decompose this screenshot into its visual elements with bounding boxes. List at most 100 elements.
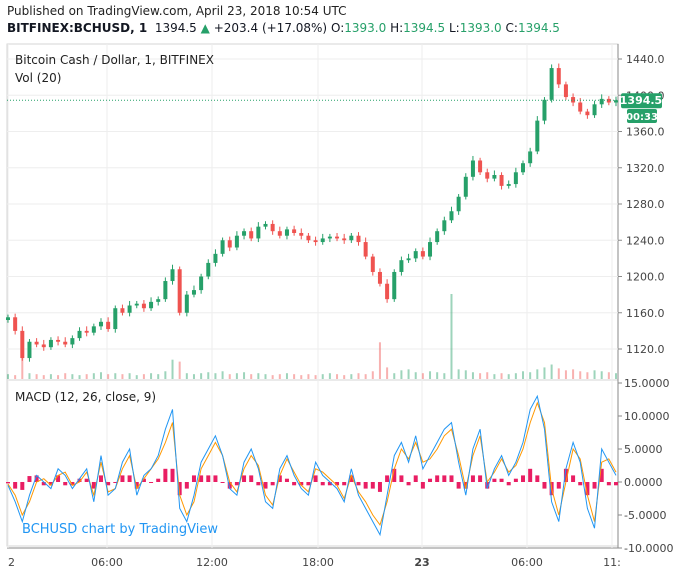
volume-bar-5 [42,375,45,379]
volume-bar-7 [57,375,60,379]
candle-body-35 [256,226,261,239]
candle-body-80 [578,102,583,112]
histogram-bar-33 [242,475,247,482]
histogram-bar-59 [428,478,433,482]
histogram-bar-55 [399,475,404,482]
volume-bar-44 [321,374,324,379]
candle-body-55 [399,260,404,272]
histogram-bar-31 [227,482,232,489]
histogram-bar-80 [578,482,583,486]
candle-body-63 [456,196,461,212]
volume-bar-54 [393,373,396,379]
histogram-bar-30 [220,482,225,483]
candle-body-12 [91,326,96,333]
volume-bar-14 [107,374,110,379]
symbol-name[interactable]: BITFINEX:BCHUSD, 1 [7,21,148,35]
candle-body-10 [77,330,82,339]
candle-body-83 [599,98,604,105]
time-tick-4: 23 [414,556,429,569]
volume-bar-0 [7,374,9,379]
volume-bar-6 [49,374,52,379]
volume-bar-13 [99,372,102,379]
candle-body-1 [13,317,18,331]
volume-bar-24 [178,361,181,379]
histogram-bar-73 [528,468,533,482]
histogram-bar-12 [91,482,96,489]
histogram-bar-72 [521,475,526,482]
volume-bar-83 [600,371,603,379]
macd-tick-3: 5.0000 [624,443,663,456]
histogram-bar-29 [213,475,218,482]
candle-body-24 [177,269,182,313]
candle-body-78 [563,84,568,98]
volume-bar-50 [364,374,367,379]
histogram-bar-69 [499,478,504,482]
macd-line [7,394,617,537]
volume-bar-31 [228,374,231,379]
histogram-bar-53 [385,475,390,482]
volume-bar-53 [386,367,389,379]
candle-body-40 [292,229,297,233]
histogram-bar-61 [442,475,447,482]
price-tick-4: 1280.0 [626,198,665,211]
histogram-bar-66 [478,475,483,482]
volume-bar-30 [221,371,224,379]
volume-bar-46 [336,374,339,379]
candle-body-2 [20,330,25,359]
histogram-bar-0 [6,482,10,484]
histogram-bar-58 [420,482,425,489]
volume-bar-28 [207,372,210,379]
histogram-bar-19 [141,478,146,482]
volume-bar-11 [85,374,88,379]
histogram-bar-56 [406,482,411,486]
volume-bar-39 [285,373,288,379]
macd-tick-4: 10.0000 [624,410,670,423]
candle-body-11 [84,330,89,333]
volume-bar-59 [429,371,432,379]
histogram-bar-32 [234,482,239,486]
histogram-bar-26 [191,475,196,482]
histogram-bar-63 [456,482,461,489]
volume-bar-18 [135,375,138,379]
volume-bar-65 [471,372,474,379]
volume-bar-47 [343,375,346,379]
last-price: 1394.5 [154,21,197,35]
histogram-bar-23 [170,468,175,482]
candle-body-31 [227,240,232,248]
histogram-bar-2 [20,482,25,490]
price-tick-8: 1440.0 [626,53,665,66]
histogram-bar-20 [149,482,154,483]
price-tick-1: 1160.0 [626,307,665,320]
volume-bar-32 [235,373,238,379]
candle-body-82 [592,104,597,116]
histogram-bar-24 [177,482,182,496]
volume-bar-68 [493,374,496,379]
candle-body-60 [435,231,440,243]
candle-body-64 [463,176,468,197]
volume-bar-4 [35,374,38,379]
price-tick-5: 1320.0 [626,162,665,175]
histogram-bar-40 [292,482,297,486]
volume-bar-70 [507,374,510,379]
low-label: L: [448,21,460,35]
histogram-bar-82 [592,482,597,489]
candle-body-15 [113,308,118,330]
price-badge-text: 1394.5 [620,94,662,107]
histogram-bar-13 [98,475,103,482]
time-tick-2: 12:00 [196,556,228,569]
candle-body-54 [392,271,397,300]
volume-bar-71 [514,373,517,379]
candle-body-77 [556,68,561,85]
candle-body-69 [499,175,504,186]
histogram-bar-11 [84,478,89,482]
volume-bar-42 [307,374,310,379]
volume-bar-85 [615,373,617,379]
price-candles[interactable] [6,63,618,362]
volume-bar-73 [529,372,532,379]
volume-bar-62 [450,294,453,379]
candle-body-66 [478,160,483,173]
main-pane-title: Bitcoin Cash / Dollar, 1, BITFINEX [15,53,214,67]
candle-body-30 [220,240,225,254]
candle-body-72 [521,163,526,173]
